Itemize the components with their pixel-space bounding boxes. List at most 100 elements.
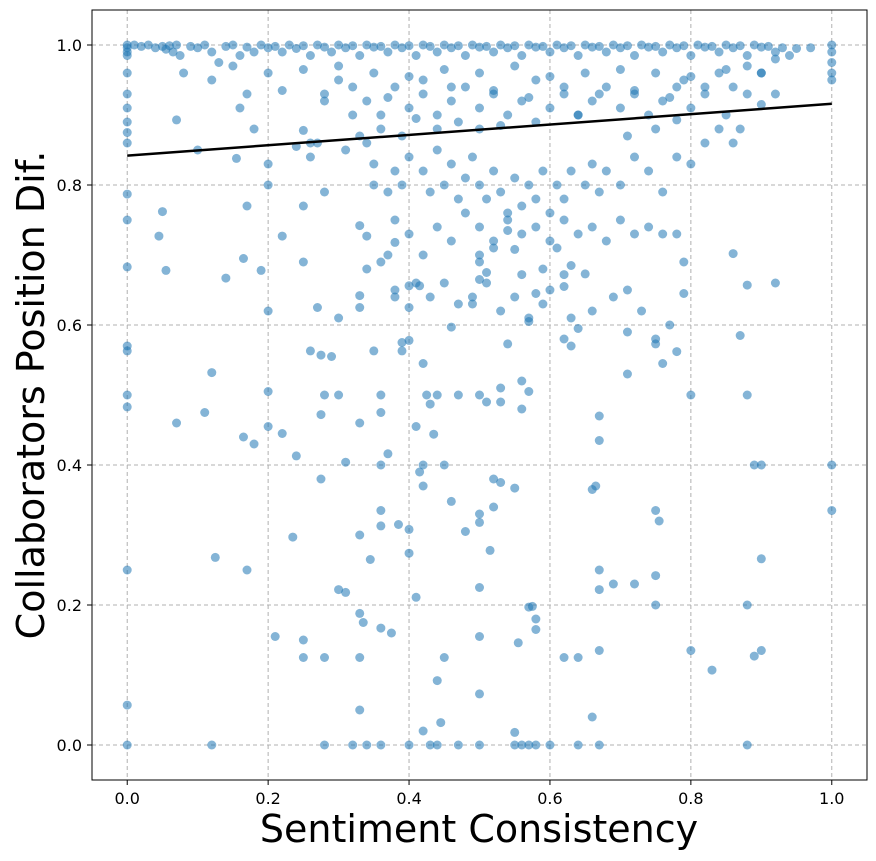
scatter-point: [622, 285, 632, 295]
scatter-point: [742, 280, 752, 290]
scatter-point: [228, 40, 238, 50]
scatter-point: [376, 110, 386, 120]
scatter-point: [320, 653, 329, 662]
scatter-point: [432, 47, 442, 57]
scatter-point: [249, 439, 259, 449]
scatter-point: [341, 43, 351, 53]
scatter-point: [601, 236, 611, 246]
scatter-point: [446, 496, 456, 506]
scatter-point: [513, 638, 523, 648]
scatter-point: [404, 740, 414, 750]
scatter-point: [439, 65, 449, 74]
scatter-point: [770, 89, 780, 99]
scatter-point: [418, 75, 428, 85]
scatter-point: [503, 339, 513, 349]
scatter-point: [559, 653, 569, 662]
scatter-point: [320, 89, 329, 99]
scatter-point: [362, 740, 372, 750]
scatter-point: [594, 411, 604, 421]
scatter-point: [594, 585, 604, 595]
scatter-point: [735, 331, 745, 340]
scatter-point: [531, 75, 541, 85]
scatter-point: [573, 110, 583, 120]
scatter-point: [482, 268, 492, 277]
scatter-point: [242, 201, 252, 211]
scatter-point: [566, 41, 576, 51]
scatter-point: [436, 718, 446, 728]
plot-frame: [91, 9, 868, 781]
scatter-point: [792, 44, 802, 53]
scatter-point: [735, 124, 745, 134]
scatter-point: [390, 215, 400, 225]
scatter-point: [580, 68, 590, 78]
scatter-point: [270, 632, 280, 641]
scatter-point: [510, 740, 520, 750]
scatter-point: [510, 61, 520, 71]
scatter-point: [376, 257, 386, 267]
scatter-point: [263, 180, 273, 190]
scatter-point: [658, 47, 668, 57]
scatter-point: [263, 422, 273, 431]
scatter-point: [432, 740, 442, 750]
scatter-point: [122, 565, 132, 575]
scatter-point: [566, 261, 576, 270]
scatter-point: [362, 231, 372, 241]
scatter-point: [785, 51, 794, 60]
x-tick-label: 0.6: [537, 789, 562, 808]
scatter-point: [644, 222, 654, 232]
scatter-point: [263, 306, 273, 316]
scatter-point: [587, 306, 597, 316]
scatter-point: [475, 257, 484, 267]
scatter-point: [231, 153, 241, 163]
scatter-point: [263, 43, 273, 53]
scatter-point: [686, 51, 696, 60]
scatter-point: [122, 740, 132, 750]
scatter-point: [411, 278, 421, 288]
scatter-point: [298, 635, 308, 645]
scatter-point: [249, 124, 259, 134]
scatter-point: [404, 335, 414, 345]
scatter-point: [566, 313, 576, 323]
scatter-point: [615, 65, 625, 74]
scatter-point: [552, 40, 562, 50]
scatter-point: [496, 478, 506, 487]
scatter-point: [422, 390, 432, 400]
scatter-point: [714, 124, 724, 134]
scatter-point: [200, 408, 210, 417]
scatter-point: [686, 103, 696, 113]
scatter-point: [460, 527, 470, 536]
scatter-point: [510, 483, 520, 493]
scatter-point: [439, 40, 449, 50]
scatter-point: [298, 653, 308, 662]
scatter-point: [376, 41, 386, 51]
scatter-point: [341, 457, 351, 467]
scatter-point: [418, 89, 428, 99]
scatter-point: [489, 474, 499, 484]
scatter-point: [291, 451, 301, 461]
scatter-point: [517, 740, 527, 750]
scatter-point: [175, 51, 185, 60]
scatter-point: [355, 291, 365, 301]
scatter-point: [686, 72, 696, 81]
scatter-point: [503, 110, 513, 120]
scatter-point: [383, 250, 393, 260]
scatter-point: [587, 159, 597, 169]
scatter-point: [207, 740, 217, 750]
scatter-point: [573, 653, 583, 662]
scatter-point: [615, 43, 625, 53]
scatter-point: [404, 41, 414, 51]
scatter-point: [316, 474, 326, 484]
scatter-point: [242, 42, 252, 52]
scatter-point: [524, 40, 534, 50]
scatter-point: [425, 399, 435, 409]
scatter-point: [161, 265, 171, 275]
scatter-point: [524, 93, 534, 102]
scatter-point: [485, 545, 495, 555]
scatter-point: [475, 180, 484, 190]
scatter-point: [475, 68, 484, 78]
scatter-point: [404, 229, 414, 239]
scatter-point: [503, 43, 513, 53]
scatter-point: [446, 43, 456, 53]
scatter-point: [630, 229, 639, 239]
scatter-point: [700, 82, 710, 92]
